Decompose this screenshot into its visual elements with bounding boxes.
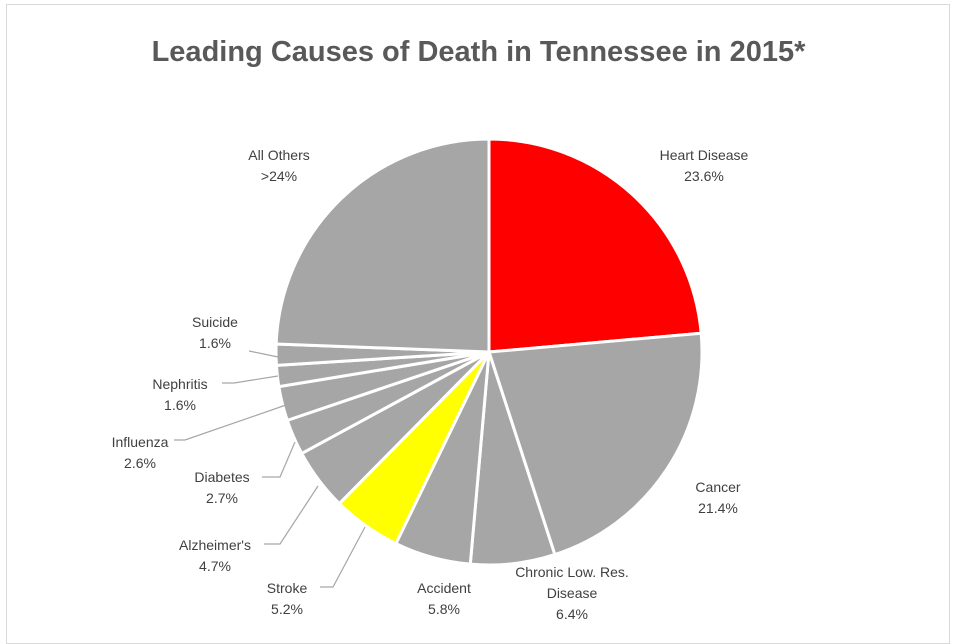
leader-line-suicide (248, 350, 279, 358)
slice-value-nephritis: 1.6% (164, 397, 196, 413)
pie-slice-cancer (487, 331, 704, 557)
pie-chart: Heart Disease 23.6% Cancer 21.4% Chronic Low… (112, 137, 749, 622)
slice-label-heart-disease: Heart Disease 23.6% (660, 147, 749, 184)
slice-label-all-others: All Others >24% (248, 147, 309, 184)
slice-value-cancer: 21.4% (698, 500, 738, 516)
slice-label-cancer: Cancer 21.4% (695, 479, 740, 516)
slice-label-suicide: Suicide 1.6% (192, 314, 238, 351)
leader-line-stroke (320, 526, 366, 588)
leader-line-influenza (174, 404, 287, 441)
pie-slice-heart-disease (487, 137, 703, 354)
slice-label-accident: Accident 5.8% (417, 580, 471, 617)
slice-value-stroke: 5.2% (271, 601, 303, 617)
slice-label-diabetes: Diabetes 2.7% (194, 469, 249, 506)
leader-line-diabetes (262, 441, 296, 478)
slice-label-nephritis: Nephritis 1.6% (152, 376, 207, 413)
pie-slice-all-others (274, 137, 491, 354)
slice-value-accident: 5.8% (428, 601, 460, 617)
leader-line-nephritis (222, 375, 279, 384)
slice-value-all-others: >24% (261, 168, 297, 184)
slice-label-stroke: Stroke 5.2% (267, 580, 308, 617)
slice-value-chronic-low-res-disease: 6.4% (556, 606, 588, 622)
slice-value-heart-disease: 23.6% (684, 168, 724, 184)
leader-line-alzheimer-s (264, 485, 319, 545)
slice-value-diabetes: 2.7% (206, 490, 238, 506)
slice-value-alzheimer-s: 4.7% (199, 558, 231, 574)
chart-title: Leading Causes of Death in Tennessee in … (151, 36, 806, 68)
slice-label-alzheimer-s: Alzheimer's 4.7% (179, 537, 251, 574)
slice-value-suicide: 1.6% (199, 335, 231, 351)
slice-value-influenza: 2.6% (124, 455, 156, 471)
slice-label-influenza: Influenza 2.6% (112, 434, 169, 471)
slice-label-chronic-low-res-disease: Chronic Low. Res. Disease 6.4% (515, 564, 629, 622)
